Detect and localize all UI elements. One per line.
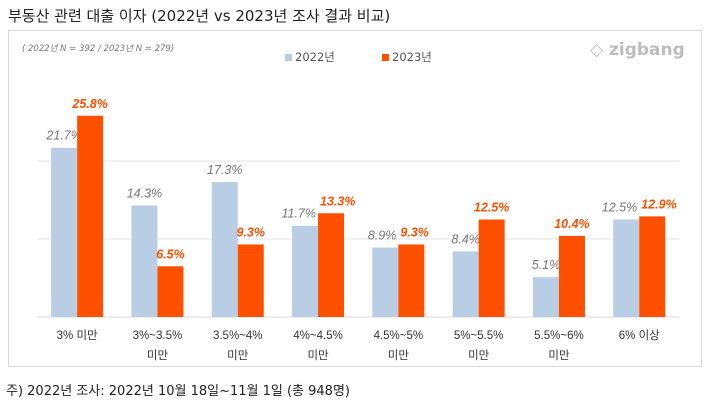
data-label: 10.4%	[554, 217, 589, 231]
bar-2023	[478, 219, 505, 317]
bar-2023	[558, 235, 585, 317]
zigbang-logo: ◇ zigbang	[590, 40, 685, 60]
x-tick-label: 미만	[307, 349, 329, 362]
bar-2022	[532, 277, 559, 317]
data-label: 6.5%	[156, 247, 185, 261]
bar-2023	[157, 266, 184, 317]
data-label: 5.1%	[532, 258, 561, 272]
footnote: 주) 2022년 조사: 2022년 10월 18일~11월 1일 (총 948…	[6, 384, 350, 399]
chart-frame	[8, 30, 702, 367]
bar-2022	[292, 225, 319, 317]
bar-2023	[398, 244, 425, 317]
bar-2022	[452, 251, 479, 317]
data-label: 8.9%	[368, 229, 397, 243]
x-tick-label: 미만	[147, 349, 169, 362]
x-tick-label: 5%~5.5%	[454, 330, 504, 342]
bar-2023	[639, 216, 666, 317]
legend-label-2022: 2022년	[295, 50, 335, 64]
data-label: 9.3%	[237, 225, 266, 239]
data-label: 21.7%	[45, 129, 81, 143]
data-label: 9.3%	[400, 225, 429, 239]
data-label: 25.8%	[71, 97, 107, 111]
legend-2022: 2022년	[285, 49, 335, 65]
sample-note: ( 2022년 N = 392 / 2023년 N = 279)	[22, 44, 175, 54]
bar-2022	[211, 182, 238, 317]
data-label: 12.9%	[641, 197, 676, 211]
bar-2023	[237, 244, 264, 317]
data-label: 12.5%	[602, 201, 637, 215]
x-tick-label: 미만	[468, 349, 490, 362]
legend-2023: 2023년	[382, 49, 432, 65]
bar-2023	[318, 213, 345, 317]
x-tick-label: 미만	[227, 349, 249, 362]
chart-title: 부동산 관련 대출 이자 (2022년 vs 2023년 조사 결과 비교)	[8, 7, 391, 25]
data-label: 14.3%	[127, 186, 162, 200]
bar-2023	[77, 115, 104, 317]
x-tick-label: 3%~3.5%	[133, 330, 183, 342]
x-tick-label: 4.5%~5%	[374, 330, 424, 342]
x-tick-label: 5.5%~6%	[534, 330, 584, 342]
bar-2022	[131, 205, 158, 317]
legend-swatch-2022	[285, 53, 292, 61]
legend-swatch-2023	[382, 53, 389, 61]
x-tick-label: 3% 미만	[57, 329, 98, 342]
legend-label-2023: 2023년	[392, 50, 432, 64]
x-tick-label: 미만	[388, 349, 410, 362]
logo-text: zigbang	[609, 40, 685, 60]
bar-2022	[51, 147, 78, 317]
bar-2022	[613, 219, 640, 317]
data-label: 17.3%	[207, 163, 242, 177]
data-label: 13.3%	[320, 194, 355, 208]
x-tick-label: 미만	[548, 349, 570, 362]
x-tick-label: 3.5%~4%	[213, 330, 263, 342]
data-label: 12.5%	[474, 201, 509, 215]
x-tick-label: 6% 이상	[619, 329, 660, 342]
data-label: 8.4%	[451, 232, 480, 246]
x-tick-label: 4%~4.5%	[293, 330, 343, 342]
bar-2022	[372, 247, 399, 317]
data-label: 11.7%	[282, 207, 317, 221]
